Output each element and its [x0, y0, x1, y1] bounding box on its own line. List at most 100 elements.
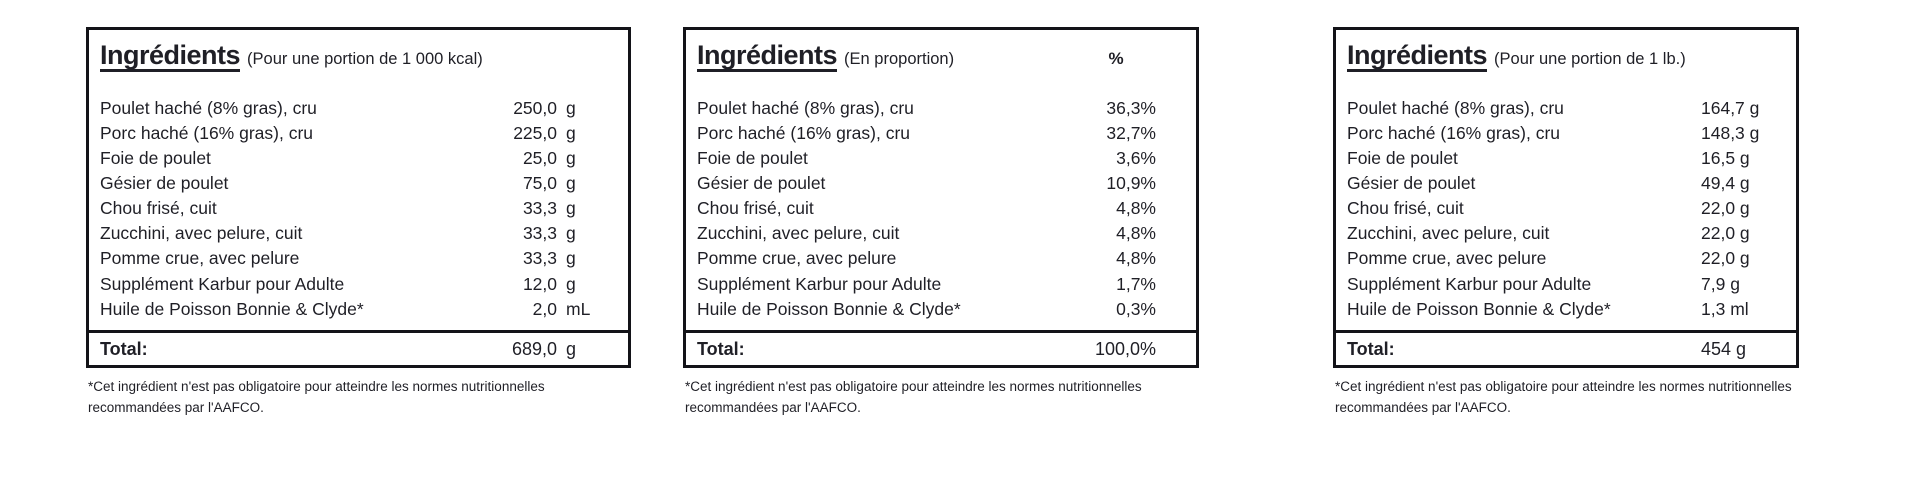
- ingredient-value: 1,3 ml: [1701, 298, 1749, 319]
- ingredient-value: 22,0 g: [1701, 198, 1750, 219]
- ingredient-value: 164,7 g: [1701, 97, 1760, 118]
- ingredient-value: 33,3: [522, 198, 557, 219]
- ingredient-row: Huile de Poisson Bonnie & Clyde* 1,3 ml: [1336, 298, 1796, 319]
- ingredients-table-per-1000kcal: Ingrédients (Pour une portion de 1 000 k…: [86, 27, 631, 418]
- footnote-line1: *Cet ingrédient n'est pas obligatoire po…: [685, 379, 1142, 394]
- table-box: Ingrédients (En proportion) % Poulet hac…: [683, 27, 1199, 368]
- table-subtitle: (En proportion): [844, 50, 955, 68]
- footnote: *Cet ingrédient n'est pas obligatoire po…: [86, 376, 631, 418]
- ingredient-unit: g: [566, 147, 576, 168]
- ingredient-row: Huile de Poisson Bonnie & Clyde* 0,3%: [686, 298, 1196, 319]
- footnote: *Cet ingrédient n'est pas obligatoire po…: [683, 376, 1199, 418]
- ingredient-rows: Poulet haché (8% gras), cru 36,3% Porc hac…: [686, 86, 1196, 330]
- ingredient-name: Zucchini, avec pelure, cuit: [697, 223, 900, 244]
- ingredient-unit: g: [566, 173, 576, 194]
- ingredient-row: Poulet haché (8% gras), cru 36,3%: [686, 97, 1196, 118]
- ingredient-name: Gésier de poulet: [100, 173, 229, 194]
- ingredient-row: Chou frisé, cuit 33,3 g: [89, 200, 628, 218]
- ingredient-value: 12,0: [522, 273, 557, 294]
- ingredient-value: 4,8%: [1116, 223, 1156, 244]
- table-box: Ingrédients (Pour une portion de 1 lb.) …: [1333, 27, 1799, 368]
- footnote-line2: recommandées par l'AAFCO.: [1335, 400, 1511, 415]
- ingredient-name: Huile de Poisson Bonnie & Clyde*: [100, 298, 364, 319]
- ingredient-value: 0,3%: [1116, 298, 1156, 319]
- ingredient-name: Chou frisé, cuit: [1347, 198, 1464, 219]
- ingredient-row: Supplément Karbur pour Adulte 12,0 g: [89, 273, 628, 294]
- ingredient-name: Foie de poulet: [1347, 147, 1458, 168]
- ingredient-name: Porc haché (16% gras), cru: [697, 122, 911, 143]
- ingredient-value: 225,0: [513, 122, 557, 143]
- ingredient-value: 10,9%: [1106, 173, 1156, 194]
- ingredient-row: Foie de poulet 16,5 g: [1336, 147, 1796, 168]
- ingredient-rows: Poulet haché (8% gras), cru 250,0 g Porc ha…: [89, 86, 628, 330]
- ingredient-value: 33,3: [522, 223, 557, 244]
- total-value: 689,0: [511, 338, 557, 359]
- ingredient-row: Supplément Karbur pour Adulte 7,9 g: [1336, 273, 1796, 294]
- ingredient-name: Pomme crue, avec pelure: [1347, 248, 1547, 269]
- ingredient-value: 75,0: [522, 173, 557, 194]
- ingredient-name: Foie de poulet: [100, 147, 211, 168]
- ingredient-value: 16,5 g: [1701, 147, 1750, 168]
- ingredient-name: Supplément Karbur pour Adulte: [1347, 273, 1592, 294]
- footnote-line1: *Cet ingrédient n'est pas obligatoire po…: [1335, 379, 1792, 394]
- footnote: *Cet ingrédient n'est pas obligatoire po…: [1333, 376, 1799, 418]
- ingredient-unit: g: [566, 97, 576, 118]
- ingredient-name: Pomme crue, avec pelure: [697, 248, 897, 269]
- ingredient-unit: g: [566, 273, 576, 294]
- ingredient-value: 22,0 g: [1701, 248, 1750, 269]
- ingredient-name: Chou frisé, cuit: [697, 198, 814, 219]
- ingredient-name: Pomme crue, avec pelure: [100, 248, 300, 269]
- percent-column-header: %: [1108, 49, 1124, 68]
- total-label: Total:: [697, 338, 745, 359]
- ingredient-row: Poulet haché (8% gras), cru 164,7 g: [1336, 97, 1796, 118]
- ingredient-name: Poulet haché (8% gras), cru: [1347, 97, 1564, 118]
- ingredient-row: Foie de poulet 25,0 g: [89, 147, 628, 168]
- total-row: Total: 689,0 g: [89, 330, 628, 365]
- ingredient-row: Gésier de poulet 75,0 g: [89, 175, 628, 193]
- total-label: Total:: [1347, 338, 1395, 359]
- ingredients-table-per-1lb: Ingrédients (Pour une portion de 1 lb.) …: [1333, 27, 1799, 418]
- ingredient-row: Pomme crue, avec pelure 33,3 g: [89, 250, 628, 268]
- table-title: Ingrédients: [697, 41, 838, 73]
- ingredient-row: Chou frisé, cuit 22,0 g: [1336, 200, 1796, 218]
- ingredient-value: 148,3 g: [1701, 122, 1760, 143]
- ingredient-name: Poulet haché (8% gras), cru: [100, 97, 317, 118]
- total-row: Total: 100,0%: [686, 330, 1196, 365]
- ingredient-value: 7,9 g: [1701, 273, 1740, 294]
- ingredient-name: Supplément Karbur pour Adulte: [100, 273, 345, 294]
- ingredient-name: Foie de poulet: [697, 147, 808, 168]
- ingredient-value: 4,8%: [1116, 198, 1156, 219]
- ingredient-name: Poulet haché (8% gras), cru: [697, 97, 914, 118]
- ingredient-row: Supplément Karbur pour Adulte 1,7%: [686, 273, 1196, 294]
- ingredient-row: Gésier de poulet 10,9%: [686, 175, 1196, 193]
- ingredient-unit: mL: [566, 298, 591, 319]
- ingredient-value: 3,6%: [1116, 147, 1156, 168]
- ingredient-row: Gésier de poulet 49,4 g: [1336, 175, 1796, 193]
- ingredient-row: Huile de Poisson Bonnie & Clyde* 2,0 mL: [89, 298, 628, 319]
- ingredient-name: Supplément Karbur pour Adulte: [697, 273, 942, 294]
- ingredient-value: 2,0: [532, 298, 557, 319]
- table-subtitle: (Pour une portion de 1 000 kcal): [247, 50, 483, 68]
- ingredient-value: 250,0: [513, 97, 557, 118]
- ingredient-name: Huile de Poisson Bonnie & Clyde*: [1347, 298, 1611, 319]
- ingredient-name: Chou frisé, cuit: [100, 198, 217, 219]
- ingredient-row: Zucchini, avec pelure, cuit 4,8%: [686, 225, 1196, 243]
- footnote-line2: recommandées par l'AAFCO.: [88, 400, 264, 415]
- ingredient-row: Poulet haché (8% gras), cru 250,0 g: [89, 97, 628, 118]
- ingredient-unit: g: [566, 223, 576, 244]
- ingredient-value: 25,0: [522, 147, 557, 168]
- ingredient-unit: g: [566, 248, 576, 269]
- ingredient-row: Porc haché (16% gras), cru 32,7%: [686, 122, 1196, 143]
- table-header: Ingrédients (Pour une portion de 1 000 k…: [89, 30, 628, 86]
- total-unit: g: [566, 338, 577, 359]
- ingredient-name: Zucchini, avec pelure, cuit: [100, 223, 303, 244]
- ingredient-row: Zucchini, avec pelure, cuit 22,0 g: [1336, 225, 1796, 243]
- ingredient-row: Foie de poulet 3,6%: [686, 147, 1196, 168]
- ingredient-row: Porc haché (16% gras), cru 148,3 g: [1336, 122, 1796, 143]
- ingredient-unit: g: [566, 122, 576, 143]
- ingredient-name: Porc haché (16% gras), cru: [100, 122, 314, 143]
- ingredient-row: Pomme crue, avec pelure 4,8%: [686, 250, 1196, 268]
- ingredient-value: 49,4 g: [1701, 173, 1750, 194]
- ingredient-row: Chou frisé, cuit 4,8%: [686, 200, 1196, 218]
- ingredient-value: 32,7%: [1106, 122, 1156, 143]
